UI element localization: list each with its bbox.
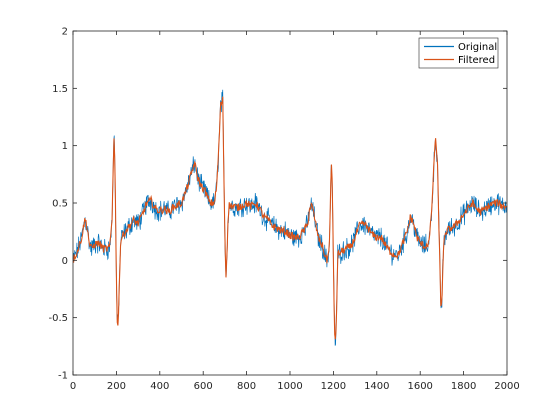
x-tick-label: 400 — [150, 381, 169, 392]
y-tick-label: 0 — [62, 256, 68, 267]
x-tick-label: 1600 — [407, 381, 432, 392]
y-tick-label: 1.5 — [52, 84, 68, 95]
y-tick-label: -0.5 — [48, 313, 68, 324]
legend-label-filtered: Filtered — [458, 55, 495, 66]
x-tick-label: 200 — [107, 381, 126, 392]
legend: Original Filtered — [418, 37, 499, 69]
series-layer — [72, 89, 508, 346]
x-tick-label: 2000 — [494, 381, 519, 392]
y-axis-ticks: -1 -0.5 0 0.5 1 1.5 2 — [48, 27, 507, 382]
y-tick-label: 0.5 — [52, 199, 68, 210]
x-tick-label: 1200 — [321, 381, 346, 392]
y-tick-label: -1 — [58, 371, 68, 382]
x-tick-label: 600 — [194, 381, 213, 392]
plot-area — [73, 31, 507, 375]
x-axis-ticks: 0 200 400 600 800 1000 1200 1400 1600 1800 2000 — [70, 31, 520, 392]
x-tick-label: 1800 — [451, 381, 476, 392]
x-tick-label: 1000 — [277, 381, 302, 392]
x-tick-label: 800 — [237, 381, 256, 392]
series-line-filtered — [72, 96, 507, 340]
legend-box — [418, 37, 499, 69]
x-tick-label: 1400 — [364, 381, 389, 392]
x-tick-label: 0 — [70, 381, 76, 392]
y-tick-label: 1 — [62, 141, 68, 152]
legend-label-original: Original — [458, 42, 497, 53]
y-tick-label: 2 — [62, 27, 68, 38]
